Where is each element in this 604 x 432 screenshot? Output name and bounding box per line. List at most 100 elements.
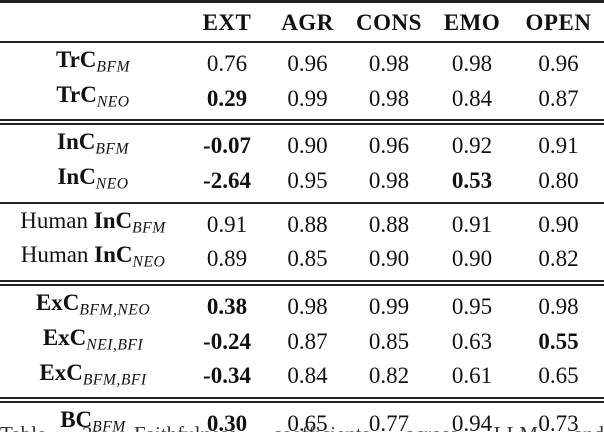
column-header-ext: EXT xyxy=(186,1,268,43)
table-header: EXT AGR CONS EMO OPEN xyxy=(0,1,604,43)
row-label-subscript: NEO xyxy=(132,254,166,272)
value-cell-ext: 0.30 xyxy=(206,411,248,432)
table-row: InCBFM -0.07 0.90 0.96 0.92 0.91 xyxy=(0,122,604,163)
row-label-main: TrC xyxy=(55,47,97,72)
row-label-main: ExC xyxy=(35,290,80,316)
table-row: ExCNEI,BFI -0.24 0.87 0.85 0.63 0.55 xyxy=(0,324,604,359)
value-cell-cons: 0.82 xyxy=(347,358,431,404)
row-label-main: InC xyxy=(57,164,96,190)
row-label-main: InC xyxy=(93,207,133,233)
table-body: TrCBFM 0.76 0.96 0.98 0.98 0.96 TrCNEO 0.29 0.99… xyxy=(0,42,604,432)
row-label-main: InC xyxy=(57,129,96,155)
value-cell-agr: 0.95 xyxy=(268,163,347,204)
row-label-main: BC xyxy=(60,407,93,432)
row-label-prefix: Human xyxy=(20,242,95,268)
table-row: Human InCNEO 0.89 0.85 0.90 0.90 0.82 xyxy=(0,241,604,287)
value-cell-open: 0.82 xyxy=(513,241,604,287)
value-cell-ext: 0.89 xyxy=(186,241,268,287)
value-cell-open: 0.98 xyxy=(538,293,579,319)
value-cell-emo: 0.53 xyxy=(431,163,513,204)
value-cell-cons: 0.90 xyxy=(347,241,431,287)
value-cell-emo: 0.61 xyxy=(431,358,513,404)
value-cell-agr: 0.85 xyxy=(268,241,347,287)
row-label: Human InCNEO xyxy=(0,241,186,287)
value-cell-open: 0.91 xyxy=(538,133,579,159)
row-label: ExCBFM,BFI xyxy=(0,358,186,404)
value-cell-agr: 0.98 xyxy=(287,293,328,319)
value-cell-cons: 0.98 xyxy=(347,163,431,204)
header-row: EXT AGR CONS EMO OPEN xyxy=(0,1,604,43)
row-label-subscript: BFM,BFI xyxy=(82,371,147,389)
value-cell-emo: 0.63 xyxy=(451,328,493,354)
value-cell-agr: 0.90 xyxy=(287,133,328,159)
row-label-subscript: BFM,NEO xyxy=(79,301,151,319)
column-header-emo: EMO xyxy=(431,1,513,43)
row-label-main: ExC xyxy=(39,359,83,385)
value-cell-cons: 0.77 xyxy=(368,411,410,432)
value-cell-agr: 0.88 xyxy=(287,211,328,237)
value-cell-emo: 0.91 xyxy=(451,211,493,237)
row-label-subscript: BFM xyxy=(95,141,129,159)
value-cell-cons: 0.88 xyxy=(368,211,410,237)
column-header-cons: CONS xyxy=(347,1,431,43)
column-header-open: OPEN xyxy=(513,1,604,43)
row-label: InCNEO xyxy=(0,163,186,204)
column-header-agr: AGR xyxy=(268,1,347,43)
value-cell-agr: 0.96 xyxy=(287,50,328,76)
value-cell-open: 0.80 xyxy=(513,163,604,204)
row-label: ExCBFM,NEO xyxy=(0,283,186,324)
value-cell-ext: -0.24 xyxy=(203,328,251,354)
value-cell-ext: 0.76 xyxy=(206,50,248,76)
table-row: TrCNEO 0.29 0.99 0.98 0.84 0.87 xyxy=(0,80,604,126)
row-label: BCBFM xyxy=(0,400,186,432)
value-cell-cons: 0.96 xyxy=(368,133,410,159)
value-cell-ext: 0.38 xyxy=(206,293,248,319)
table-row: ExCBFM,BFI -0.34 0.84 0.82 0.61 0.65 xyxy=(0,358,604,404)
row-label-subscript: BFM xyxy=(92,418,126,432)
value-cell-emo: 0.92 xyxy=(451,133,493,159)
table-row: Human InCBFM 0.91 0.88 0.88 0.91 0.90 xyxy=(0,203,604,242)
value-cell-cons: 0.99 xyxy=(368,293,410,319)
value-cell-open: 0.96 xyxy=(538,50,579,76)
value-cell-open: 0.55 xyxy=(538,328,579,354)
value-cell-cons: 0.98 xyxy=(368,50,410,76)
value-cell-ext: -2.64 xyxy=(186,163,268,204)
value-cell-open: 0.87 xyxy=(513,80,604,126)
row-label-subscript: NEI,BFI xyxy=(86,336,144,354)
value-cell-cons: 0.98 xyxy=(347,80,431,126)
value-cell-emo: 0.98 xyxy=(451,50,493,76)
table-row: ExCBFM,NEO 0.38 0.98 0.99 0.95 0.98 xyxy=(0,283,604,324)
row-label: Human InCBFM xyxy=(0,203,186,242)
value-cell-open: 0.65 xyxy=(513,358,604,404)
value-cell-emo: 0.84 xyxy=(431,80,513,126)
row-label-main: ExC xyxy=(42,324,87,350)
value-cell-agr: 0.87 xyxy=(287,328,328,354)
value-cell-ext: 0.29 xyxy=(186,80,268,126)
value-cell-emo: 0.95 xyxy=(451,293,493,319)
value-cell-agr: 0.84 xyxy=(268,358,347,404)
row-label-subscript: BFM xyxy=(132,219,166,237)
value-cell-emo: 0.94 xyxy=(451,411,493,432)
value-cell-open: 0.90 xyxy=(538,211,579,237)
corner-cell xyxy=(0,1,186,43)
row-label-subscript: NEO xyxy=(95,175,129,193)
table-caption: Table 3: Faithfulness coefficients acros… xyxy=(0,421,604,432)
table-row: BCBFM 0.30 0.65 0.77 0.94 0.73 xyxy=(0,400,604,432)
table-row: TrCBFM 0.76 0.96 0.98 0.98 0.96 xyxy=(0,42,604,81)
row-label-main: InC xyxy=(94,242,133,268)
value-cell-open: 0.73 xyxy=(538,411,579,432)
table-row: InCNEO -2.64 0.95 0.98 0.53 0.80 xyxy=(0,163,604,204)
row-label-prefix: Human xyxy=(20,207,94,233)
value-cell-ext: -0.34 xyxy=(186,358,268,404)
value-cell-agr: 0.99 xyxy=(268,80,347,126)
value-cell-ext: 0.91 xyxy=(206,211,248,237)
value-cell-cons: 0.85 xyxy=(368,328,410,354)
value-cell-emo: 0.90 xyxy=(431,241,513,287)
row-label-main: TrC xyxy=(56,81,97,107)
row-label-subscript: NEO xyxy=(96,93,130,111)
value-cell-ext: -0.07 xyxy=(203,133,251,159)
row-label: TrCBFM xyxy=(0,42,186,81)
row-label: ExCNEI,BFI xyxy=(0,324,186,359)
